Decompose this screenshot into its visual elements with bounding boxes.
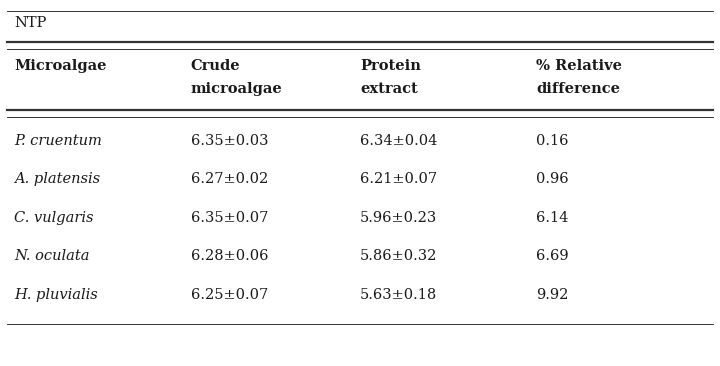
Text: Protein: Protein	[360, 59, 421, 72]
Text: C. vulgaris: C. vulgaris	[14, 211, 94, 225]
Text: 6.21±0.07: 6.21±0.07	[360, 172, 437, 186]
Text: 6.14: 6.14	[536, 211, 569, 225]
Text: Crude: Crude	[191, 59, 240, 72]
Text: A. platensis: A. platensis	[14, 172, 101, 186]
Text: N. oculata: N. oculata	[14, 249, 90, 263]
Text: 9.92: 9.92	[536, 288, 569, 302]
Text: microalgae: microalgae	[191, 82, 282, 96]
Text: 6.27±0.02: 6.27±0.02	[191, 172, 268, 186]
Text: % Relative: % Relative	[536, 59, 622, 72]
Text: extract: extract	[360, 82, 418, 96]
Text: 6.28±0.06: 6.28±0.06	[191, 249, 269, 263]
Text: 6.25±0.07: 6.25±0.07	[191, 288, 268, 302]
Text: 0.16: 0.16	[536, 134, 569, 148]
Text: 6.69: 6.69	[536, 249, 569, 263]
Text: 6.35±0.07: 6.35±0.07	[191, 211, 268, 225]
Text: 6.34±0.04: 6.34±0.04	[360, 134, 437, 148]
Text: 5.96±0.23: 5.96±0.23	[360, 211, 437, 225]
Text: 5.63±0.18: 5.63±0.18	[360, 288, 437, 302]
Text: H. pluvialis: H. pluvialis	[14, 288, 98, 302]
Text: P. cruentum: P. cruentum	[14, 134, 102, 148]
Text: Microalgae: Microalgae	[14, 59, 107, 72]
Text: 0.96: 0.96	[536, 172, 569, 186]
Text: 6.35±0.03: 6.35±0.03	[191, 134, 269, 148]
Text: difference: difference	[536, 82, 621, 96]
Text: 5.86±0.32: 5.86±0.32	[360, 249, 437, 263]
Text: NTP: NTP	[14, 16, 47, 30]
